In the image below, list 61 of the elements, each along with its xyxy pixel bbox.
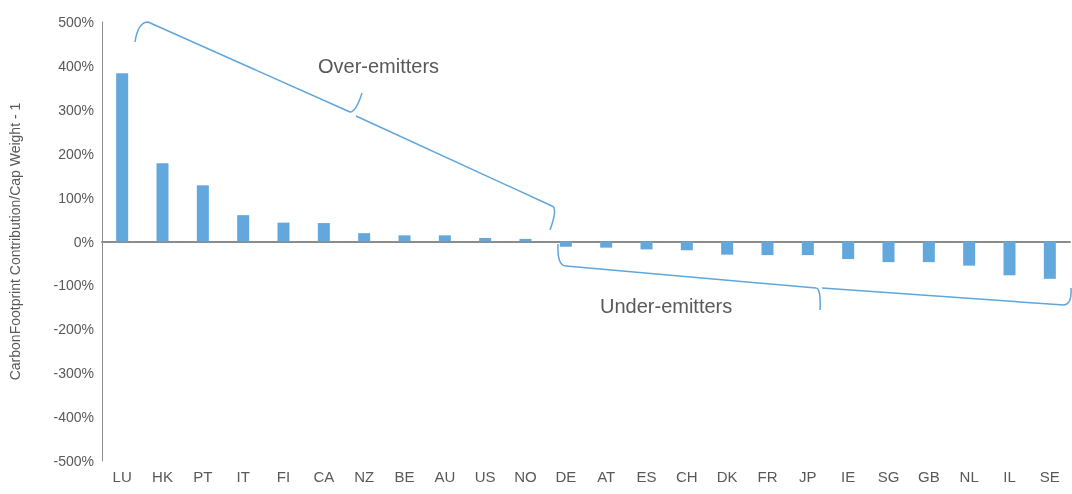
x-tick-label: NZ [354, 468, 375, 485]
x-tick-label: ES [636, 468, 657, 485]
x-tick-label: FR [757, 468, 778, 485]
y-tick-label: -400% [53, 409, 94, 426]
y-tick-label: -200% [53, 321, 94, 338]
bar [842, 241, 855, 260]
x-tick-label: JP [799, 468, 817, 485]
x-tick-label: PT [193, 468, 213, 485]
bar [963, 241, 976, 266]
bar [600, 241, 613, 248]
bar [1003, 241, 1016, 276]
annotation: Under-emitters [600, 295, 733, 317]
bar [277, 222, 290, 242]
x-tick-label: IT [236, 468, 250, 485]
bar [156, 163, 169, 242]
bar [519, 238, 532, 242]
x-tick-label: DE [555, 468, 577, 485]
x-tick-label: AU [434, 468, 456, 485]
bar [922, 241, 935, 263]
x-tick-label: NO [514, 468, 537, 485]
x-tick-label: CH [676, 468, 698, 485]
x-tick-label: LU [112, 468, 132, 485]
bar [438, 235, 451, 242]
x-tick-label: IE [841, 468, 856, 485]
x-tick-label: DK [716, 468, 738, 485]
bar [398, 235, 411, 242]
bar [680, 241, 693, 251]
y-tick-label: 300% [58, 101, 94, 118]
x-tick-label: HK [152, 468, 173, 485]
y-tick-label: 400% [58, 57, 94, 74]
x-tick-label: IL [1003, 468, 1016, 485]
x-tick-label: SE [1039, 468, 1060, 485]
x-tick-label: NL [959, 468, 979, 485]
bar [801, 241, 814, 256]
y-tick-label: -100% [53, 277, 94, 294]
y-axis-title: CarbonFootprint Contribution/Cap Weight - 1 [7, 102, 23, 381]
bar [761, 241, 774, 256]
y-tick-label: 500% [58, 14, 94, 30]
y-tick-label: 200% [58, 145, 94, 162]
bar [116, 73, 129, 242]
bar [882, 241, 895, 263]
y-tick-label: -500% [53, 453, 94, 469]
bar [721, 241, 734, 255]
bar [237, 215, 250, 242]
y-tick-label: 100% [58, 189, 94, 206]
bar [1043, 241, 1056, 279]
x-tick-label: US [474, 468, 496, 485]
y-tick-label: 0% [73, 233, 94, 250]
x-tick-label: AT [597, 468, 616, 485]
x-tick-label: SG [877, 468, 900, 485]
bar [479, 237, 492, 242]
x-tick-label: FI [276, 468, 291, 485]
bar [196, 185, 209, 242]
bar [317, 223, 330, 242]
bar [559, 241, 572, 247]
bar [358, 233, 371, 242]
x-tick-label: CA [313, 468, 335, 485]
x-tick-label: GB [917, 468, 940, 485]
y-tick-label: -300% [53, 365, 94, 382]
x-tick-label: BE [394, 468, 415, 485]
annotation: Over-emitters [318, 55, 440, 77]
